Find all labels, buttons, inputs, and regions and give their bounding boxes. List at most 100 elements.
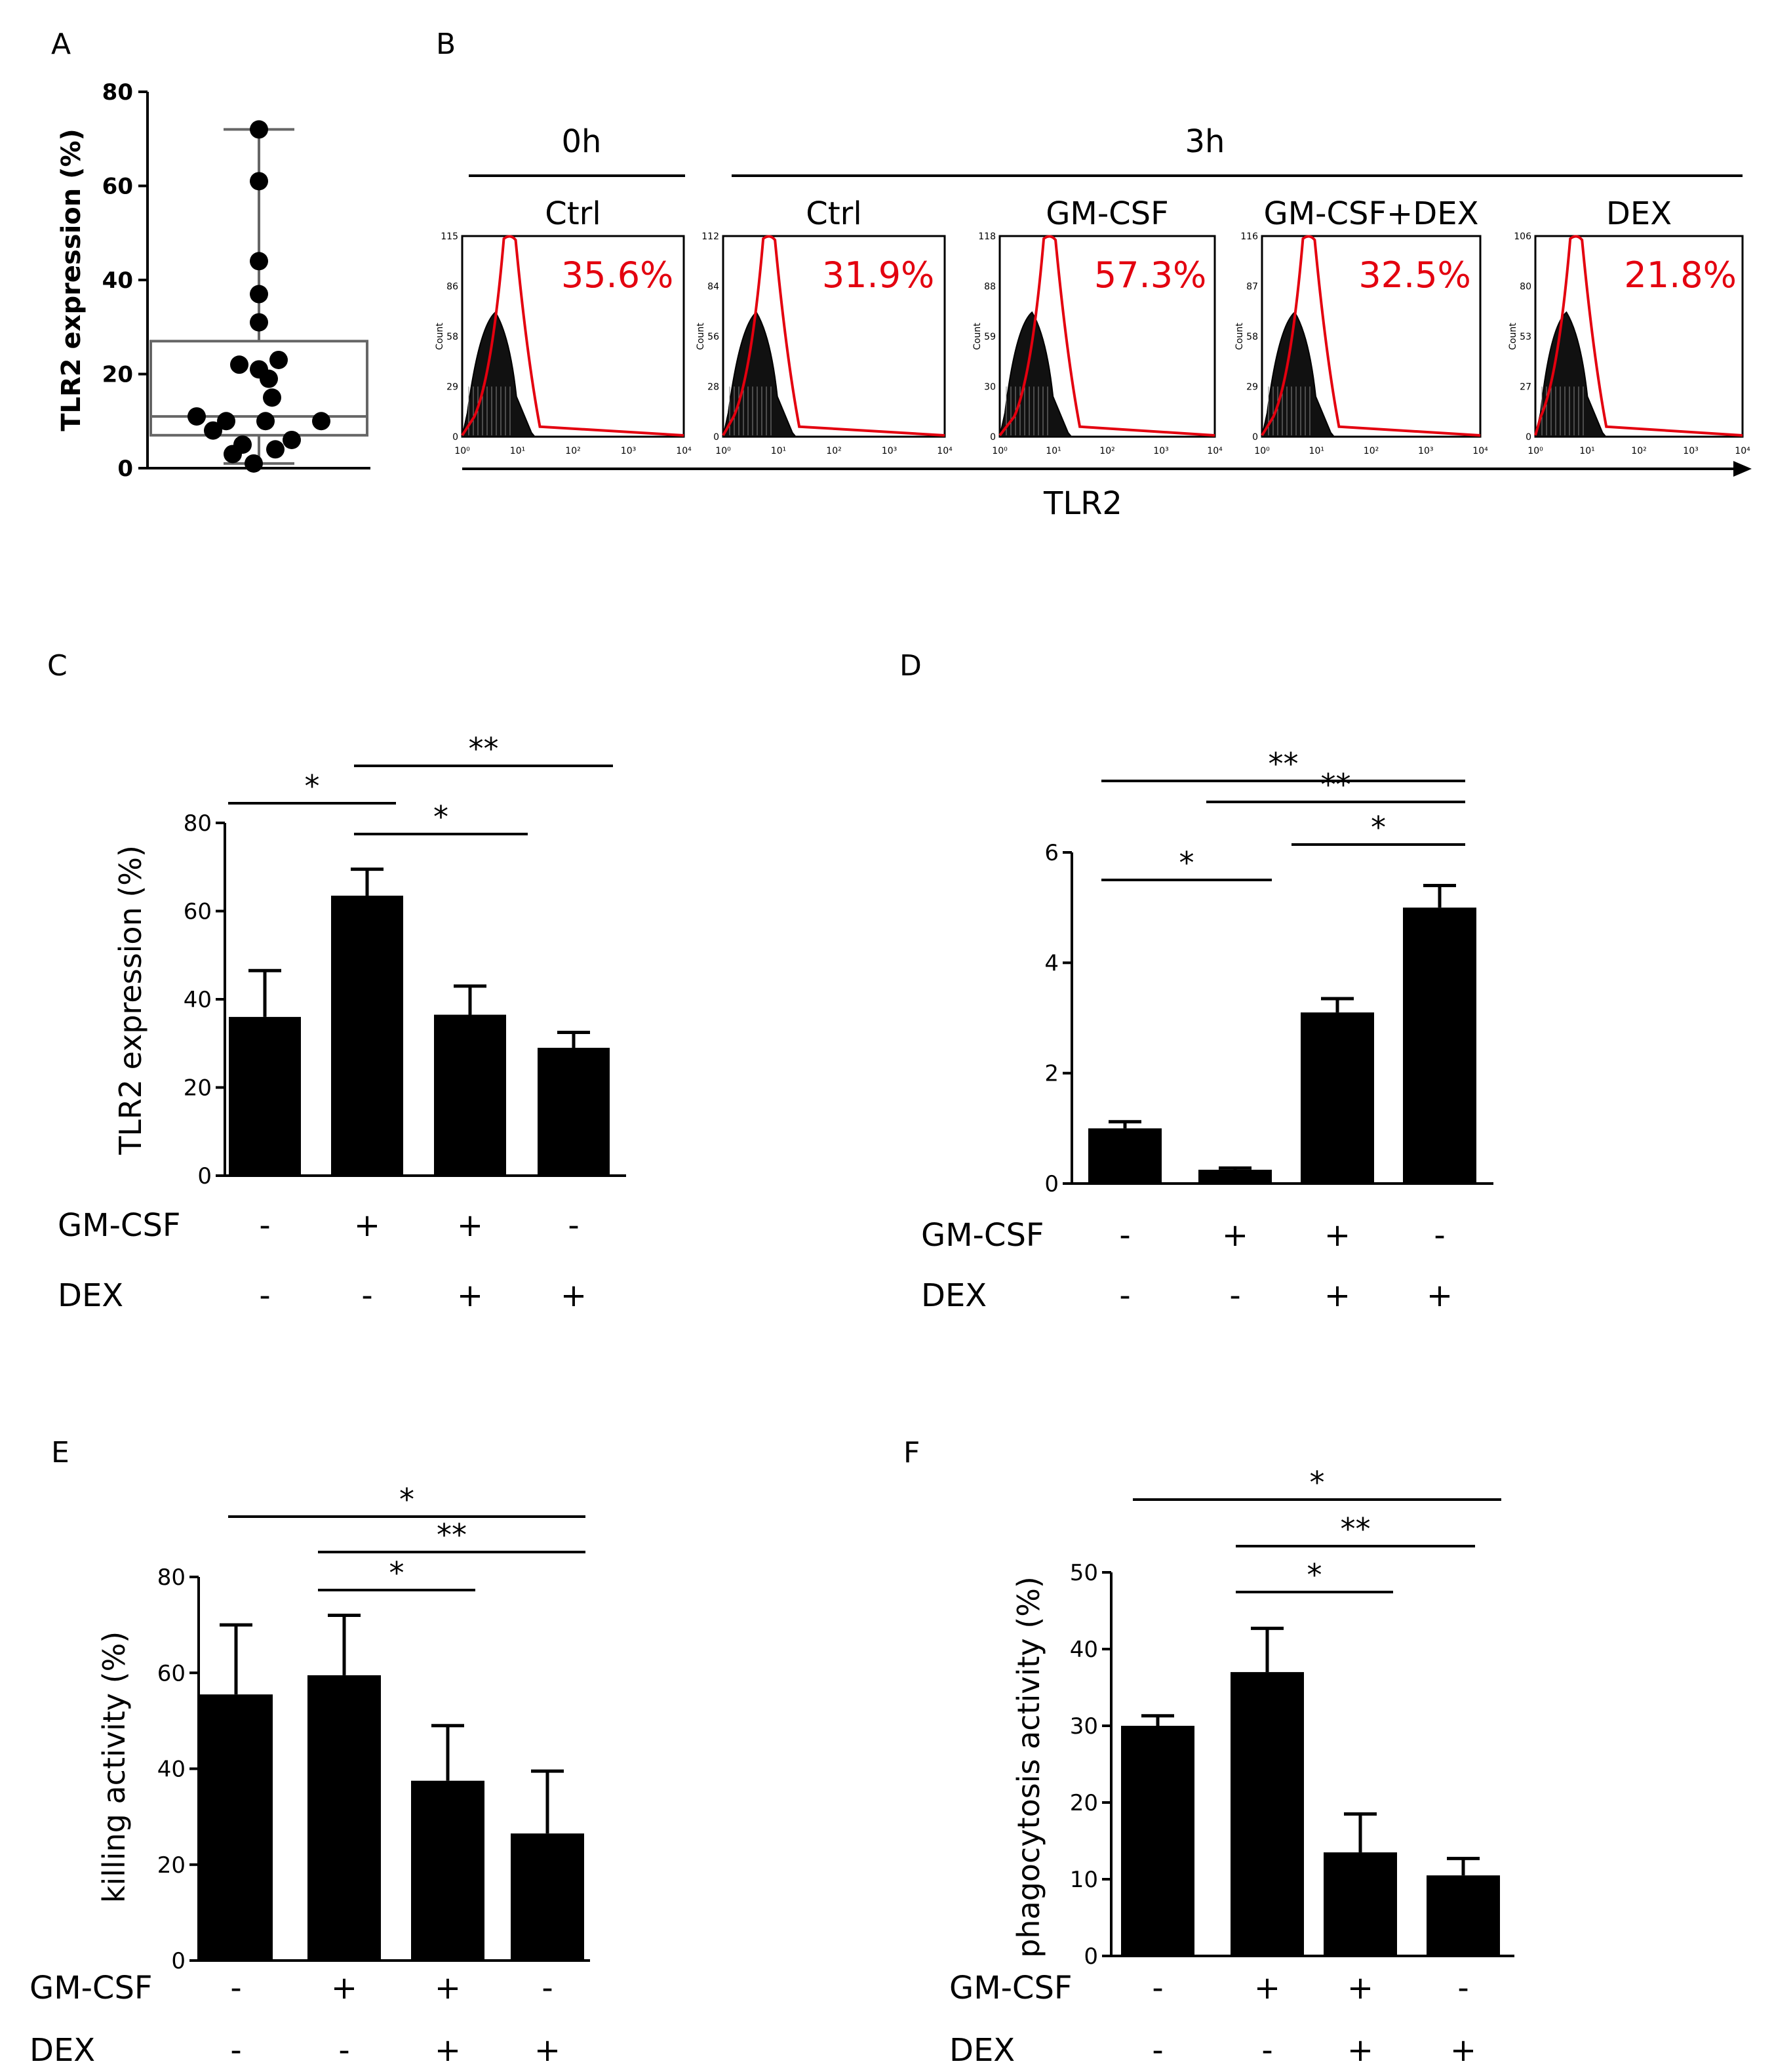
x-tick-label: 10¹ <box>1046 446 1061 456</box>
significance-marker: ** <box>469 731 499 767</box>
y-tick-label: 0 <box>452 432 458 443</box>
y-tick-label: 60 <box>157 1660 186 1686</box>
bar <box>1324 1852 1397 1956</box>
x-tick-label: 10⁰ <box>1528 446 1543 456</box>
data-point <box>250 285 268 304</box>
gmcsf-sign: - <box>259 1207 270 1244</box>
row-label-dex: DEX <box>921 1277 987 1314</box>
bar <box>1427 1875 1500 1956</box>
gmcsf-sign: + <box>435 1970 461 2006</box>
y-tick-label: 0 <box>1084 1943 1098 1970</box>
x-tick-label: 10² <box>1099 446 1114 456</box>
gmcsf-sign: + <box>1347 1970 1373 2006</box>
data-point <box>312 412 330 431</box>
significance-marker: * <box>389 1555 404 1591</box>
x-tick-label: 10¹ <box>1579 446 1594 456</box>
row-label-dex: DEX <box>30 2032 95 2069</box>
x-tick-label: 10⁰ <box>1254 446 1270 456</box>
panel-label-f: F <box>903 1436 920 1469</box>
row-label-dex: DEX <box>58 1277 123 1314</box>
y-tick-label: 10 <box>1070 1867 1098 1893</box>
x-tick-label: 10⁴ <box>676 446 692 456</box>
row-label-gmcsf: GM-CSF <box>921 1217 1044 1254</box>
significance-marker: * <box>1371 810 1386 845</box>
gmcsf-sign: + <box>457 1207 483 1244</box>
x-tick-label: 10⁴ <box>1207 446 1223 456</box>
bar <box>1403 907 1476 1184</box>
data-point <box>224 445 242 464</box>
y-tick-label: 30 <box>1070 1713 1098 1740</box>
y-tick-label: 0 <box>990 432 996 443</box>
x-tick-label: 10³ <box>1418 446 1433 456</box>
data-point <box>245 454 263 473</box>
significance-marker: ** <box>1341 1511 1371 1547</box>
x-tick-label: 10¹ <box>510 446 525 456</box>
bar <box>411 1780 484 1961</box>
y-axis-label: Count <box>1234 323 1245 350</box>
gmcsf-sign: - <box>230 1970 241 2006</box>
dex-sign: - <box>1229 1277 1240 1314</box>
subplot-title: DEX <box>1606 195 1672 232</box>
gmcsf-sign: + <box>1222 1217 1248 1254</box>
y-tick-label: 40 <box>102 268 133 294</box>
tlr2-histogram <box>1261 235 1481 437</box>
y-tick-label: 0 <box>713 432 719 443</box>
gmcsf-sign: + <box>331 1970 357 2006</box>
histogram-subplot: GM-CSF+DEX 0 29 58 87 116 Count 10⁰ 10¹ 10² 10³ 10⁴… <box>1234 195 1488 456</box>
data-point <box>250 120 268 139</box>
x-tick-label: 10³ <box>882 446 897 456</box>
row-label-gmcsf: GM-CSF <box>30 1970 153 2006</box>
row-label-dex: DEX <box>949 2032 1015 2069</box>
arrow-head <box>1733 461 1752 477</box>
dex-sign: - <box>361 1277 372 1314</box>
dex-sign: - <box>1152 2032 1163 2069</box>
plot-frame <box>1534 235 1744 438</box>
control-histogram <box>1534 311 1607 437</box>
x-tick-label: 10¹ <box>1309 446 1324 456</box>
panel-label-b: B <box>436 28 456 61</box>
data-point <box>266 440 285 459</box>
bar <box>538 1047 610 1176</box>
dex-sign: - <box>259 1277 270 1314</box>
y-tick-label: 53 <box>1520 332 1531 342</box>
y-tick-label: 58 <box>446 332 458 342</box>
y-tick-label: 27 <box>1520 382 1531 393</box>
x-tick-label: 10² <box>1631 446 1646 456</box>
x-tick-label: 10¹ <box>771 446 786 456</box>
data-point <box>269 350 288 369</box>
significance-marker: ** <box>1269 746 1299 782</box>
gmcsf-sign: - <box>1152 1970 1163 2006</box>
y-tick-label: 4 <box>1044 950 1059 976</box>
x-tick-label: 10² <box>565 446 580 456</box>
panel-b: B 0h 3h Ctrl 0 29 58 86 115 Count 10⁰ 10¹ 10² 10³ 10⁴ 3… <box>435 28 1752 522</box>
gmcsf-sign: - <box>542 1970 553 2006</box>
percent-positive: 32.5% <box>1358 254 1471 296</box>
significance-marker: * <box>1179 845 1194 881</box>
y-tick-label: 2 <box>1044 1061 1059 1087</box>
y-tick-label: 58 <box>1246 332 1258 342</box>
y-tick-label: 0 <box>1252 432 1258 443</box>
dex-sign: - <box>338 2032 349 2069</box>
histogram-subplot: Ctrl 0 29 58 86 115 Count 10⁰ 10¹ 10² 10³ 10⁴ 35.6% <box>435 195 692 456</box>
bar <box>1231 1672 1304 1956</box>
x-tick-label: 10² <box>826 446 841 456</box>
y-tick-label: 50 <box>1070 1560 1098 1586</box>
dex-sign: - <box>230 2032 241 2069</box>
tlr2-histogram <box>1534 235 1743 437</box>
significance-marker: * <box>305 768 320 804</box>
gmcsf-sign: - <box>1434 1217 1445 1254</box>
y-tick-label: 29 <box>446 382 458 393</box>
tlr2-histogram <box>998 235 1215 437</box>
y-axis-label: Count <box>972 323 983 350</box>
y-tick-label: 20 <box>157 1852 186 1879</box>
dex-sign: + <box>1324 1277 1350 1314</box>
subplot-title: Ctrl <box>545 195 601 232</box>
dex-sign: + <box>1347 2032 1373 2069</box>
y-tick-label: 0 <box>117 456 133 482</box>
gmcsf-sign: - <box>1119 1217 1130 1254</box>
bar <box>331 895 403 1176</box>
histogram-subplot: Ctrl 0 28 56 84 112 Count 10⁰ 10¹ 10² 10³ 10⁴ 31.9% <box>696 195 953 456</box>
